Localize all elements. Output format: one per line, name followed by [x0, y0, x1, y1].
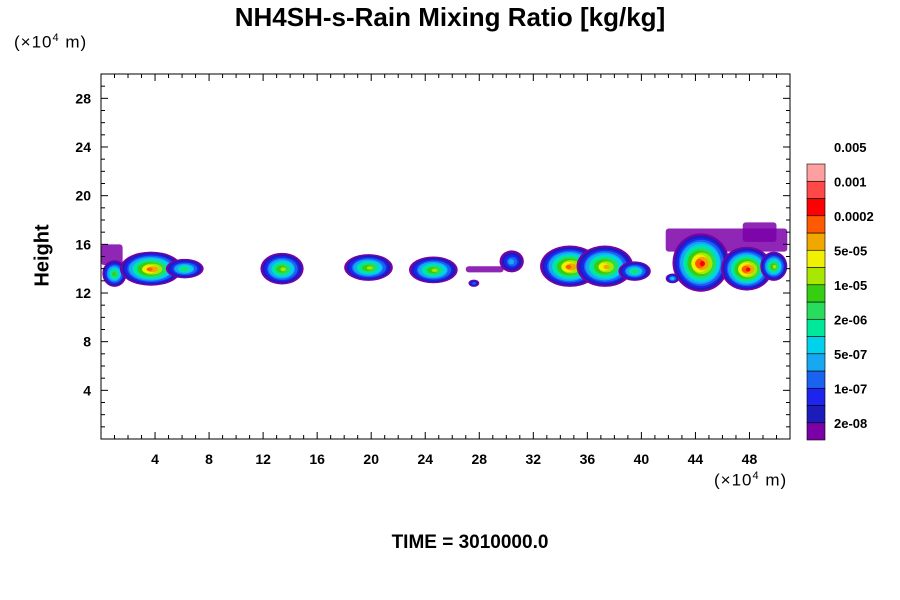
- contour-level: [772, 264, 777, 269]
- cloud-blob: [576, 245, 634, 287]
- colorbar-label: 0.001: [834, 174, 867, 189]
- colorbar-swatch: [806, 336, 826, 355]
- contour-level: [603, 264, 610, 270]
- colorbar-swatch: [806, 405, 826, 424]
- x-tick-label: 20: [363, 451, 379, 467]
- haze-region: [101, 244, 123, 266]
- contour-level: [112, 272, 116, 276]
- cloud-blob: [344, 254, 393, 281]
- cloud-blob: [665, 273, 680, 284]
- cloud-blob: [468, 279, 480, 287]
- colorbar-swatch: [806, 198, 826, 217]
- x-tick-label: 40: [634, 451, 650, 467]
- contour-level: [182, 267, 189, 271]
- colorbar-swatch: [806, 284, 826, 303]
- y-tick-label: 8: [83, 334, 91, 350]
- cloud-blob: [260, 252, 304, 285]
- contour-level: [366, 266, 373, 270]
- contour-level: [431, 268, 438, 273]
- contour-level: [508, 259, 515, 265]
- cloud-blob: [760, 251, 788, 281]
- contour-level: [671, 277, 675, 280]
- contour-level: [745, 267, 751, 272]
- y-tick-label: 16: [75, 236, 91, 252]
- y-tick-label: 12: [75, 285, 91, 301]
- x-tick-label: 24: [417, 451, 433, 467]
- x-tick-label: 48: [742, 451, 758, 467]
- contour-level: [632, 269, 639, 273]
- x-tick-label: 4: [151, 451, 159, 467]
- y-tick-label: 24: [75, 139, 91, 155]
- chart-title: NH4SH-s-Rain Mixing Ratio [kg/kg]: [234, 2, 666, 32]
- colorbar-swatch: [806, 163, 826, 182]
- colorbar-swatch: [806, 232, 826, 251]
- colorbar-swatch: [806, 318, 826, 337]
- colorbar-swatch: [806, 353, 826, 372]
- colorbar-swatch: [806, 422, 826, 441]
- colorbar-swatch: [806, 301, 826, 320]
- y-tick-label: 28: [75, 90, 91, 106]
- x-tick-label: 44: [688, 451, 704, 467]
- haze-region: [742, 222, 777, 242]
- colorbar-label: 0.0002: [834, 209, 874, 224]
- colorbar-label: 1e-05: [834, 278, 867, 293]
- x-tick-label: 32: [526, 451, 542, 467]
- colorbar-label: 5e-05: [834, 243, 867, 258]
- colorbar-swatch: [806, 370, 826, 389]
- cloud-blob: [409, 256, 458, 284]
- cloud-blob: [618, 261, 651, 281]
- x-tick-label: 8: [205, 451, 213, 467]
- contour-level: [699, 261, 705, 267]
- colorbar-label: 5e-07: [834, 347, 867, 362]
- x-tick-label: 12: [255, 451, 271, 467]
- cloud-blob: [672, 233, 730, 292]
- colorbar-label: 0.005: [834, 140, 867, 155]
- colorbar-label: 1e-07: [834, 381, 867, 396]
- x-axis-unit: (×104 m): [714, 470, 788, 490]
- x-tick-label: 16: [309, 451, 325, 467]
- y-axis-unit: (×104 m): [14, 32, 88, 52]
- colorbar-swatch: [806, 215, 826, 234]
- colorbar-swatch: [806, 180, 826, 199]
- x-tick-label: 28: [471, 451, 487, 467]
- cloud-blob: [119, 251, 183, 286]
- colorbar-swatch: [806, 249, 826, 268]
- colorbar-swatch: [806, 387, 826, 406]
- haze-region: [465, 266, 504, 273]
- contour-level: [280, 267, 286, 272]
- y-tick-label: 20: [75, 188, 91, 204]
- contour-field: [101, 222, 788, 292]
- colorbar: 2e-08 1e-07 5e-07 2e-06 1e-05 5e-05 0.0002 0.00…: [806, 140, 874, 441]
- cloud-blob: [499, 250, 524, 273]
- x-tick-label: 36: [580, 451, 596, 467]
- colorbar-label: 2e-08: [834, 416, 867, 431]
- contour-level: [146, 267, 153, 271]
- cloud-blob: [165, 258, 204, 279]
- contour-level: [565, 264, 572, 270]
- y-tick-label: 4: [83, 382, 91, 398]
- cloud-blob: [721, 246, 773, 291]
- colorbar-swatch: [806, 267, 826, 286]
- colorbar-label: 2e-06: [834, 312, 867, 327]
- time-label: TIME = 3010000.0: [391, 532, 549, 553]
- contour-level: [472, 282, 476, 285]
